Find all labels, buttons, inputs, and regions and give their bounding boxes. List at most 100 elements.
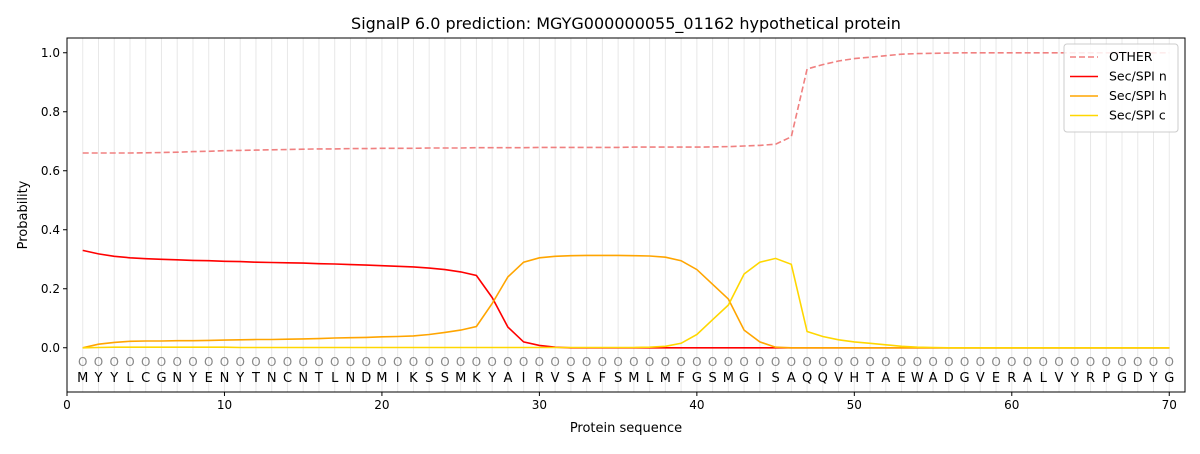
legend-entry: Sec/SPI h bbox=[1109, 88, 1167, 103]
y-tick-label: 0.2 bbox=[41, 282, 60, 296]
region-label: O bbox=[125, 355, 134, 369]
x-tick-label: 40 bbox=[689, 398, 704, 412]
region-label: O bbox=[472, 355, 481, 369]
region-label: O bbox=[897, 355, 906, 369]
region-label: O bbox=[850, 355, 859, 369]
region-label: O bbox=[487, 355, 496, 369]
region-label: O bbox=[220, 355, 229, 369]
region-label: O bbox=[1070, 355, 1079, 369]
region-label: O bbox=[991, 355, 1000, 369]
plot-frame bbox=[66, 37, 1186, 393]
x-tick-label: 10 bbox=[217, 398, 232, 412]
y-tick-label: 1.0 bbox=[41, 46, 60, 60]
region-label: O bbox=[976, 355, 985, 369]
region-label: O bbox=[1102, 355, 1111, 369]
y-tick-label: 0.8 bbox=[41, 105, 60, 119]
region-label: O bbox=[393, 355, 402, 369]
y-tick-label: 0.0 bbox=[41, 341, 60, 355]
region-label: O bbox=[629, 355, 638, 369]
region-label: O bbox=[598, 355, 607, 369]
y-tick-label: 0.6 bbox=[41, 164, 60, 178]
region-label: O bbox=[1165, 355, 1174, 369]
region-label: O bbox=[739, 355, 748, 369]
region-label: O bbox=[692, 355, 701, 369]
x-tick-label: 0 bbox=[63, 398, 71, 412]
region-label: O bbox=[456, 355, 465, 369]
region-label: O bbox=[1054, 355, 1063, 369]
legend-entry: OTHER bbox=[1109, 49, 1153, 64]
region-label: O bbox=[708, 355, 717, 369]
region-label: O bbox=[188, 355, 197, 369]
region-label: O bbox=[519, 355, 528, 369]
region-label: O bbox=[267, 355, 276, 369]
x-tick-label: 30 bbox=[532, 398, 547, 412]
region-label: O bbox=[94, 355, 103, 369]
region-label: O bbox=[110, 355, 119, 369]
region-label: O bbox=[676, 355, 685, 369]
region-label: O bbox=[1086, 355, 1095, 369]
region-label: O bbox=[298, 355, 307, 369]
region-label: O bbox=[787, 355, 796, 369]
series-line-sec-spi-h bbox=[82, 254, 1170, 349]
region-label: O bbox=[645, 355, 654, 369]
region-label: O bbox=[755, 355, 764, 369]
region-label: O bbox=[1023, 355, 1032, 369]
region-label: O bbox=[314, 355, 323, 369]
region-label: O bbox=[802, 355, 811, 369]
region-label: O bbox=[235, 355, 244, 369]
region-label: O bbox=[346, 355, 355, 369]
legend-entry: Sec/SPI n bbox=[1109, 69, 1167, 84]
region-label: O bbox=[204, 355, 213, 369]
region-label: O bbox=[1133, 355, 1142, 369]
y-tick-label: 0.4 bbox=[41, 223, 60, 237]
x-tick-label: 50 bbox=[847, 398, 862, 412]
region-label: O bbox=[834, 355, 843, 369]
region-label: O bbox=[141, 355, 150, 369]
series-line-sec-spi-n bbox=[82, 249, 1170, 349]
region-label: O bbox=[613, 355, 622, 369]
region-label: O bbox=[409, 355, 418, 369]
series-line-other bbox=[82, 52, 1170, 154]
region-label: O bbox=[865, 355, 874, 369]
region-label: O bbox=[818, 355, 827, 369]
region-label: O bbox=[913, 355, 922, 369]
region-label: O bbox=[78, 355, 87, 369]
x-axis-label: Protein sequence bbox=[570, 421, 682, 436]
region-label: O bbox=[960, 355, 969, 369]
legend-entry: Sec/SPI c bbox=[1109, 108, 1166, 123]
x-tick-label: 70 bbox=[1162, 398, 1177, 412]
region-label: O bbox=[771, 355, 780, 369]
region-label: O bbox=[1117, 355, 1126, 369]
region-label: O bbox=[251, 355, 260, 369]
protein-sequence: MYYLCGNYENYTNCNTLNDMIKSSMKYAIRVSAFSMLMFG… bbox=[77, 371, 1174, 386]
region-label: O bbox=[535, 355, 544, 369]
x-tick-label: 20 bbox=[374, 398, 389, 412]
region-label: O bbox=[283, 355, 292, 369]
region-label: O bbox=[724, 355, 733, 369]
region-label: O bbox=[503, 355, 512, 369]
region-label: O bbox=[157, 355, 166, 369]
region-label: O bbox=[881, 355, 890, 369]
region-label: O bbox=[661, 355, 670, 369]
region-label: O bbox=[566, 355, 575, 369]
region-label: O bbox=[1007, 355, 1016, 369]
region-label: O bbox=[582, 355, 591, 369]
legend-box bbox=[1063, 43, 1179, 133]
region-label: O bbox=[944, 355, 953, 369]
chart-title: SignalP 6.0 prediction: MGYG000000055_01… bbox=[351, 14, 901, 34]
series-line-sec-spi-c bbox=[82, 257, 1170, 349]
region-label: O bbox=[1149, 355, 1158, 369]
region-label: O bbox=[928, 355, 937, 369]
region-label: O bbox=[172, 355, 181, 369]
region-label: O bbox=[424, 355, 433, 369]
region-label: O bbox=[1039, 355, 1048, 369]
region-label: O bbox=[440, 355, 449, 369]
y-axis-label: Probability bbox=[16, 180, 31, 249]
region-label: O bbox=[377, 355, 386, 369]
x-tick-label: 60 bbox=[1004, 398, 1019, 412]
region-label: O bbox=[330, 355, 339, 369]
region-label: O bbox=[550, 355, 559, 369]
region-label: O bbox=[361, 355, 370, 369]
